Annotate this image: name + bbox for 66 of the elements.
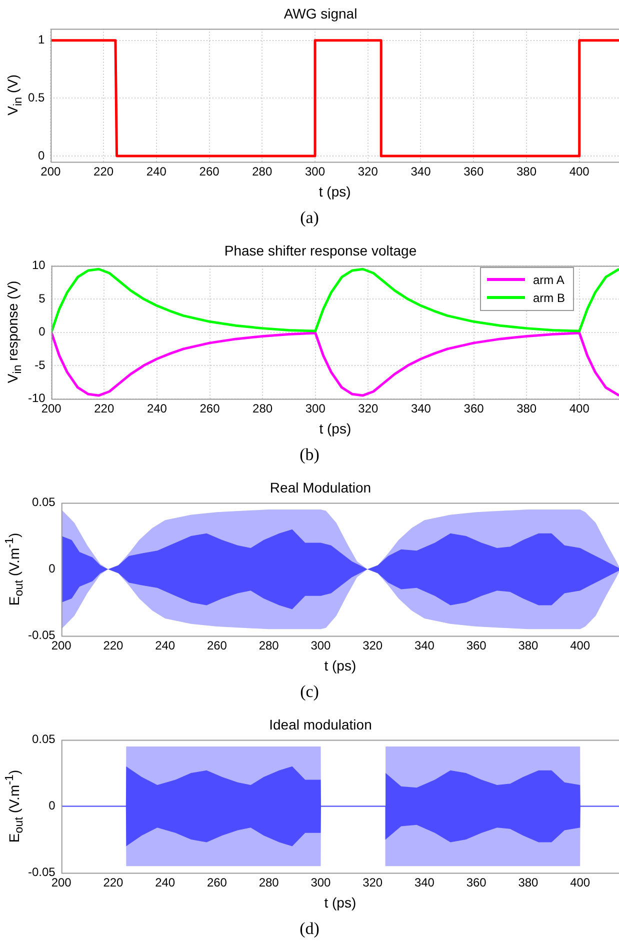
x-tick-label: 380 — [516, 401, 537, 416]
y-tick-label: 1 — [38, 32, 45, 47]
x-tick-label: 320 — [362, 875, 383, 890]
text: (c) — [299, 682, 320, 702]
x-axis-title: t (ps) — [324, 657, 356, 674]
chart-title: Phase shifter response voltage — [224, 242, 417, 258]
x-tick-label: 400 — [569, 401, 590, 416]
x-tick-label: 360 — [464, 401, 484, 416]
y-tick-label: 0 — [48, 798, 56, 813]
x-tick-label: 260 — [199, 164, 220, 178]
x-tick-label: 360 — [466, 875, 487, 890]
x-tick-label: 300 — [310, 638, 332, 652]
y-tick-label: 5 — [38, 291, 46, 306]
x-tick-label: 220 — [94, 164, 114, 178]
text: (b) — [298, 445, 320, 465]
x-tick-label: 300 — [305, 164, 326, 178]
x-tick-label: 300 — [310, 875, 332, 890]
x-tick-label: 340 — [410, 164, 432, 178]
x-tick-label: 400 — [570, 638, 590, 652]
x-tick-label: 280 — [258, 638, 280, 652]
x-tick-label: 280 — [258, 875, 280, 890]
chart-title: Real Modulation — [270, 479, 372, 496]
x-tick-label: 320 — [362, 638, 383, 652]
y-tick-label: 0 — [38, 148, 45, 162]
x-tick-label: 240 — [146, 164, 167, 178]
chart-title: Ideal modulation — [269, 716, 372, 732]
x-tick-label: 380 — [518, 875, 539, 890]
y-tick-label: 0 — [38, 324, 46, 339]
x-tick-label: 340 — [410, 401, 432, 416]
y-tick-label: 0.5 — [28, 90, 45, 105]
x-tick-label: 200 — [40, 164, 62, 178]
x-tick-label: 400 — [569, 164, 590, 178]
x-tick-label: 320 — [358, 164, 378, 178]
y-tick-label: 0.05 — [32, 495, 56, 510]
x-axis-title: t (ps) — [319, 420, 352, 436]
x-tick-label: 260 — [206, 638, 228, 652]
text: (a) — [299, 208, 320, 228]
x-tick-label: 240 — [146, 401, 168, 416]
chart-title: AWG signal — [284, 5, 358, 22]
x-tick-label: 380 — [516, 164, 537, 178]
legend-label: arm B — [533, 290, 566, 305]
x-tick-label: 340 — [414, 638, 435, 652]
x-tick-label: 400 — [570, 875, 590, 890]
x-tick-label: 340 — [414, 875, 435, 890]
x-axis-title: t (ps) — [318, 183, 351, 200]
x-tick-label: 260 — [206, 875, 228, 890]
y-tick-label: 0.05 — [32, 732, 56, 746]
x-tick-label: 280 — [252, 164, 272, 178]
x-tick-label: 220 — [103, 638, 124, 652]
x-tick-label: 220 — [103, 875, 124, 890]
y-tick-label: 10 — [32, 258, 46, 272]
x-tick-label: 220 — [94, 401, 114, 416]
x-tick-label: 360 — [466, 638, 487, 652]
y-tick-label: -5 — [34, 358, 46, 372]
x-tick-label: 380 — [518, 638, 539, 652]
x-tick-label: 240 — [155, 875, 176, 890]
legend-label: arm A — [533, 272, 564, 287]
x-tick-label: 320 — [358, 401, 379, 416]
x-tick-label: 280 — [252, 401, 273, 416]
x-axis-title: t (ps) — [324, 894, 356, 910]
x-tick-label: 360 — [464, 164, 484, 178]
y-tick-label: 0 — [48, 562, 56, 576]
x-tick-label: 260 — [200, 401, 220, 416]
text: (d) — [298, 919, 320, 939]
x-tick-label: 240 — [155, 638, 176, 652]
x-tick-label: 300 — [305, 401, 326, 416]
